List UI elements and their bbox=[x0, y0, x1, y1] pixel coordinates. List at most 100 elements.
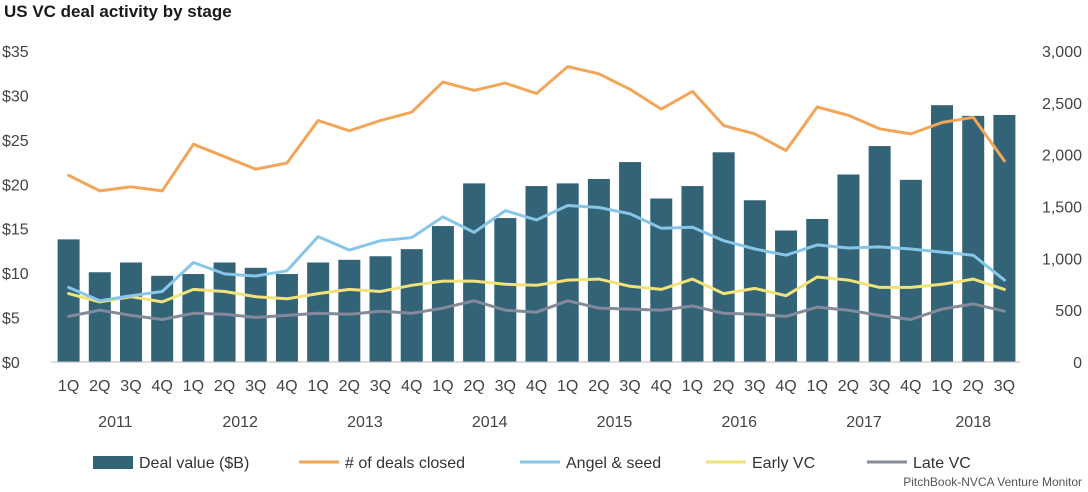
year-label: 2018 bbox=[955, 414, 991, 431]
bar-deal-value bbox=[88, 272, 111, 362]
category-label: 4Q bbox=[401, 378, 422, 395]
bar-deal-value bbox=[931, 105, 954, 363]
left-tick-label: $20 bbox=[2, 177, 29, 194]
bar-deal-value bbox=[681, 186, 704, 362]
year-label: 2016 bbox=[721, 414, 757, 431]
legend-label: Deal value ($B) bbox=[139, 455, 249, 472]
left-tick-label: $5 bbox=[2, 311, 20, 328]
year-label: 2015 bbox=[597, 414, 633, 431]
category-label: 3Q bbox=[245, 378, 266, 395]
bar-deal-value bbox=[431, 226, 454, 362]
left-tick-label: $35 bbox=[2, 44, 29, 61]
year-labels: 2011 2012 2013 2014 2015 2016 2017 2018 bbox=[98, 414, 991, 431]
chart-title: US VC deal activity by stage bbox=[4, 2, 232, 21]
right-tick-label: 2,500 bbox=[1042, 96, 1082, 113]
category-label: 2Q bbox=[339, 378, 360, 395]
right-tick-label: 0 bbox=[1073, 355, 1082, 372]
year-label: 2017 bbox=[846, 414, 882, 431]
category-label: 3Q bbox=[994, 378, 1015, 395]
bar-deal-value bbox=[182, 274, 205, 362]
left-tick-label: $15 bbox=[2, 222, 29, 239]
bar-deal-value bbox=[338, 259, 361, 362]
category-label: 2Q bbox=[713, 378, 734, 395]
left-tick-label: $30 bbox=[2, 88, 29, 105]
line-angel-seed bbox=[67, 204, 1006, 303]
bar-deal-value bbox=[275, 274, 298, 362]
year-label: 2011 bbox=[98, 414, 133, 431]
bar-deal-value bbox=[650, 198, 673, 362]
category-label: 3Q bbox=[619, 378, 640, 395]
category-label: 1Q bbox=[432, 378, 453, 395]
right-tick-label: 1,500 bbox=[1042, 200, 1082, 217]
year-label: 2013 bbox=[347, 414, 383, 431]
left-tick-label: $25 bbox=[2, 133, 29, 150]
year-label: 2012 bbox=[222, 414, 258, 431]
category-label: 3Q bbox=[744, 378, 765, 395]
bar-deal-value bbox=[993, 114, 1016, 362]
legend-label: # of deals closed bbox=[345, 455, 465, 472]
bar-deal-value bbox=[494, 218, 517, 362]
lines-layer bbox=[67, 65, 1006, 321]
bar-deal-value bbox=[712, 152, 735, 362]
bar-deal-value bbox=[57, 239, 80, 362]
bar-deal-value bbox=[119, 262, 142, 362]
category-label: 1Q bbox=[307, 378, 328, 395]
category-label: 4Q bbox=[651, 378, 672, 395]
category-label: 1Q bbox=[557, 378, 578, 395]
category-label: 4Q bbox=[276, 378, 297, 395]
bar-deal-value bbox=[962, 115, 985, 362]
legend-label: Angel & seed bbox=[566, 455, 661, 472]
category-label: 3Q bbox=[120, 378, 141, 395]
right-tick-label: 2,000 bbox=[1042, 148, 1082, 165]
bar-deal-value bbox=[525, 186, 548, 362]
category-label: 4Q bbox=[775, 378, 796, 395]
category-label: 2Q bbox=[89, 378, 110, 395]
category-label: 1Q bbox=[807, 378, 828, 395]
line-deals-closed bbox=[67, 65, 1006, 193]
category-label: 1Q bbox=[931, 378, 952, 395]
line-early-vc bbox=[67, 275, 1006, 304]
category-labels: 1Q 2Q 3Q 4Q 1Q 2Q 3Q 4Q 1Q 2Q 3Q 4Q 1Q 2Q 3Q 4Q 1Q 2Q 3Q 4Q… bbox=[58, 378, 1015, 395]
bar-deal-value bbox=[400, 249, 423, 362]
category-label: 3Q bbox=[869, 378, 890, 395]
bar-deal-value bbox=[837, 174, 860, 362]
category-label: 1Q bbox=[682, 378, 703, 395]
bar-deal-value bbox=[587, 178, 610, 362]
category-label: 2Q bbox=[214, 378, 235, 395]
category-label: 4Q bbox=[900, 378, 921, 395]
right-tick-label: 500 bbox=[1055, 303, 1082, 320]
legend-label: Late VC bbox=[913, 455, 971, 472]
category-label: 1Q bbox=[183, 378, 204, 395]
bar-deal-value bbox=[213, 262, 236, 362]
bar-deal-value bbox=[463, 183, 486, 362]
legend: Deal value ($B) # of deals closed Angel & … bbox=[93, 455, 971, 472]
category-label: 2Q bbox=[588, 378, 609, 395]
right-axis-ticks: 0 500 1,000 1,500 2,000 2,500 3,000 bbox=[1042, 44, 1082, 372]
category-label: 4Q bbox=[152, 378, 173, 395]
bar-deal-value bbox=[556, 183, 579, 362]
category-label: 3Q bbox=[370, 378, 391, 395]
year-label: 2014 bbox=[472, 414, 508, 431]
legend-label: Early VC bbox=[752, 455, 815, 472]
left-axis-ticks: $0 $5 $10 $15 $20 $25 $30 $35 bbox=[2, 44, 29, 372]
bar-deal-value bbox=[899, 179, 922, 362]
category-label: 2Q bbox=[838, 378, 859, 395]
category-label: 3Q bbox=[495, 378, 516, 395]
right-tick-label: 3,000 bbox=[1042, 44, 1082, 61]
category-label: 2Q bbox=[463, 378, 484, 395]
category-label: 2Q bbox=[963, 378, 984, 395]
bar-deal-value bbox=[806, 218, 829, 362]
right-tick-label: 1,000 bbox=[1042, 251, 1082, 268]
line-late-vc bbox=[67, 299, 1006, 321]
bar-deal-value bbox=[868, 146, 891, 362]
category-label: 4Q bbox=[526, 378, 547, 395]
bar-deal-value bbox=[369, 256, 392, 362]
category-label: 1Q bbox=[58, 378, 79, 395]
bar-deal-value bbox=[619, 162, 642, 362]
left-tick-label: $0 bbox=[2, 355, 20, 372]
bar-deal-value bbox=[743, 200, 766, 362]
bars-layer bbox=[57, 105, 1016, 363]
bar-deal-value bbox=[244, 267, 267, 362]
legend-swatch-deal-value bbox=[93, 456, 133, 469]
